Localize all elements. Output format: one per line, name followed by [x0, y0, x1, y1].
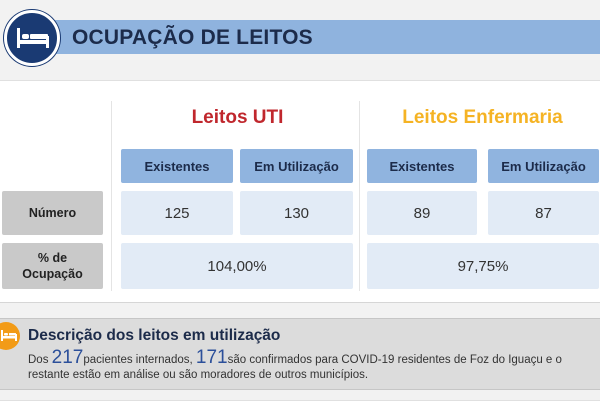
- row-label-ocupacao: % de Ocupação: [2, 243, 103, 289]
- pacientes-count: 217: [51, 347, 84, 368]
- column-divider: [111, 101, 112, 291]
- uti-ocupacao-value: 104,00%: [121, 243, 353, 289]
- row-label-ocupacao-line2: Ocupação: [22, 267, 83, 281]
- description-text: Dos 217pacientes internados, 171são conf…: [28, 347, 594, 383]
- bed-icon: [4, 10, 60, 66]
- uti-existentes-value: 125: [121, 191, 233, 235]
- enfermaria-ocupacao-value: 97,75%: [367, 243, 599, 289]
- page-title: OCUPAÇÃO DE LEITOS: [72, 26, 313, 49]
- enfermaria-title: Leitos Enfermaria: [402, 107, 563, 128]
- occupancy-card: Leitos UTI Leitos Enfermaria Existentes …: [0, 80, 600, 303]
- uti-title: Leitos UTI: [191, 107, 284, 128]
- section-header: OCUPAÇÃO DE LEITOS: [0, 0, 600, 72]
- header-band: [40, 20, 600, 54]
- uti-em-utilizacao-header: Em Utilização: [240, 149, 353, 183]
- enfermaria-existentes-header: Existentes: [367, 149, 477, 183]
- row-label-ocupacao-line1: % de: [37, 251, 68, 265]
- text-mid: pacientes internados,: [83, 354, 193, 366]
- bed-icon: [0, 322, 20, 350]
- enfermaria-em-utilizacao-header: Em Utilização: [488, 149, 599, 183]
- description-section: Descrição dos leitos em utilização Dos 2…: [0, 318, 600, 390]
- enfermaria-existentes-value: 89: [367, 191, 477, 235]
- next-card-edge: [0, 400, 600, 417]
- text-prefix: Dos: [28, 354, 49, 366]
- enfermaria-em-utilizacao-value: 87: [488, 191, 599, 235]
- description-title: Descrição dos leitos em utilização: [28, 327, 281, 344]
- text-suffix: são confirmados para COVID-19 residentes…: [28, 354, 562, 381]
- confirmados-count: 171: [195, 347, 228, 368]
- column-divider: [359, 101, 360, 291]
- uti-existentes-header: Existentes: [121, 149, 233, 183]
- uti-em-utilizacao-value: 130: [240, 191, 353, 235]
- row-label-numero: Número: [2, 191, 103, 235]
